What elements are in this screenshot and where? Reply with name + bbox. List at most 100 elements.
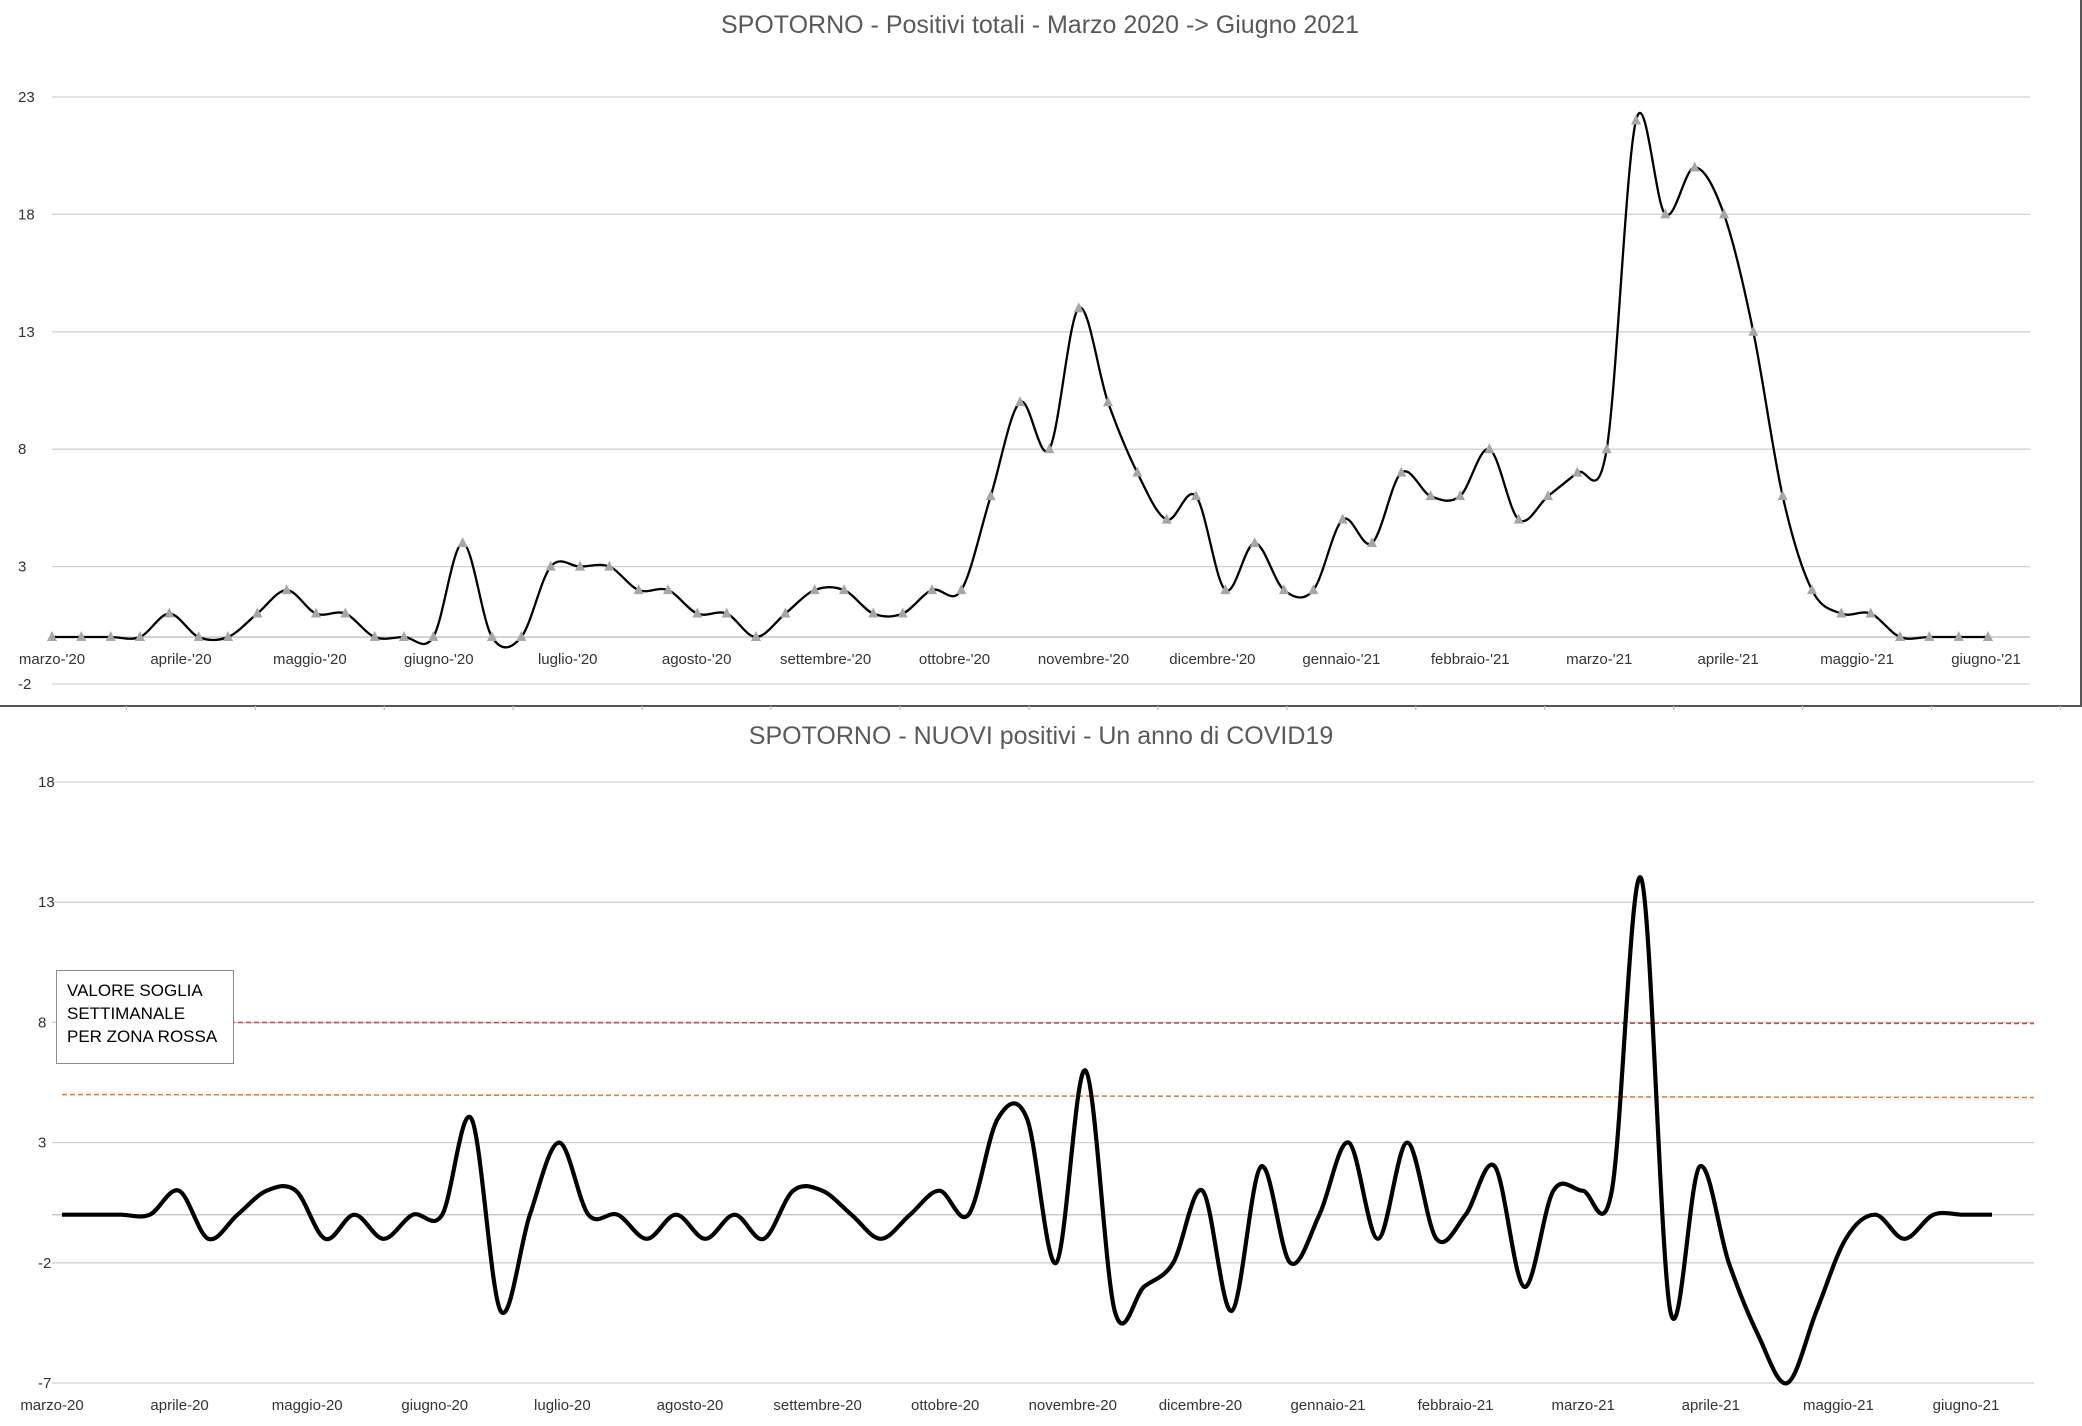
x-tick-label: aprile-'21: [1698, 651, 1759, 668]
data-point-marker: [1748, 325, 1759, 336]
data-point-marker: [399, 631, 409, 642]
y-tick-label: -7: [38, 1375, 51, 1392]
data-point-marker: [809, 584, 820, 595]
data-point-marker: [1015, 396, 1025, 407]
data-point-marker: [193, 631, 204, 642]
x-tick-label: maggio-'21: [1820, 651, 1894, 668]
data-point-marker: [1953, 631, 1964, 642]
gridlines: [52, 781, 2034, 1384]
chart-total-positives: SPOTORNO - Positivi totali - Marzo 2020 …: [18, 11, 2062, 712]
x-tick-label: aprile-21: [1682, 1397, 1740, 1414]
x-tick-label: agosto-'20: [662, 651, 732, 668]
x-tick-label: gennaio-'21: [1302, 651, 1380, 668]
y-tick-label: 13: [38, 894, 55, 911]
data-point-marker: [135, 631, 145, 642]
y-tick-label: -2: [18, 676, 31, 693]
y-tick-label: 18: [38, 774, 55, 791]
x-tick-label: dicembre-20: [1159, 1397, 1242, 1414]
data-point-marker: [281, 584, 292, 595]
data-point-marker: [1895, 631, 1905, 642]
x-tick-label: novembre-'20: [1038, 651, 1129, 668]
x-tick-label: marzo-'20: [19, 651, 85, 668]
data-point-marker: [839, 584, 849, 595]
data-point-marker: [340, 607, 351, 618]
data-point-marker: [105, 631, 116, 642]
data-point-marker: [1425, 490, 1436, 501]
x-tick-label: settembre-20: [773, 1397, 861, 1414]
data-point-marker: [164, 607, 175, 618]
data-point-marker: [428, 631, 439, 642]
data-point-marker: [1924, 631, 1935, 642]
data-point-marker: [1396, 466, 1407, 477]
x-tick-label: ottobre-'20: [919, 651, 990, 668]
data-point-marker: [1513, 513, 1524, 524]
data-point-marker: [927, 584, 937, 595]
x-tick-label: giugno-'20: [404, 651, 474, 668]
data-point-marker: [1719, 208, 1729, 219]
data-point-marker: [1191, 490, 1201, 501]
data-point-marker: [1572, 466, 1583, 477]
gridlines: [52, 96, 2030, 685]
threshold-lines: [61, 1021, 2035, 1099]
data-point-marker: [1631, 114, 1641, 125]
data-point-marker: [1279, 584, 1289, 595]
data-point-marker: [1249, 537, 1260, 548]
chart-panel-total-positives: SPOTORNO - Positivi totali - Marzo 2020 …: [0, 0, 2082, 712]
y-tick-label: 8: [18, 441, 26, 458]
data-point-marker: [1836, 607, 1847, 618]
threshold-annotation-box: VALORE SOGLIA SETTIMANALE PER ZONA ROSSA: [56, 970, 234, 1064]
x-tick-label: luglio-20: [534, 1397, 591, 1414]
data-point-marker: [311, 607, 321, 618]
series-path: [61, 875, 1992, 1386]
data-point-marker: [956, 584, 967, 595]
y-axis-ticks: 23 18 13 8 3 -2: [18, 89, 35, 693]
data-point-marker: [1601, 443, 1612, 454]
data-point-marker: [1777, 490, 1788, 501]
data-point-marker: [1455, 490, 1465, 501]
data-point-marker: [1073, 302, 1084, 313]
data-point-marker: [604, 560, 615, 571]
threshold-annotation-text: VALORE SOGLIA SETTIMANALE PER ZONA ROSSA: [67, 981, 218, 1046]
x-tick-label: settembre-'20: [780, 651, 871, 668]
data-point-marker: [369, 631, 380, 642]
data-point-marker: [516, 631, 527, 642]
series-markers: [47, 114, 1993, 642]
data-point-marker: [663, 584, 673, 595]
data-point-marker: [1865, 607, 1876, 618]
x-axis-ticks: marzo-20 aprile-20 maggio-20 giugno-20 lugli…: [20, 1397, 1999, 1414]
x-tick-label: ottobre-20: [911, 1397, 979, 1414]
threshold-line: [61, 1021, 2035, 1025]
y-tick-label: 3: [18, 559, 26, 576]
x-tick-label: giugno-'21: [1951, 651, 2021, 668]
x-tick-label: giugno-21: [1933, 1397, 2000, 1414]
data-point-marker: [633, 584, 644, 595]
data-point-marker: [1689, 161, 1700, 172]
data-point-marker: [76, 631, 87, 642]
x-tick-label: febbraio-21: [1418, 1397, 1494, 1414]
x-tick-label: aprile-'20: [150, 651, 211, 668]
threshold-line: [61, 1093, 2035, 1099]
data-point-marker: [1660, 208, 1671, 219]
data-point-marker: [545, 560, 556, 571]
data-point-marker: [1983, 631, 1993, 642]
y-tick-label: 18: [18, 206, 35, 223]
data-point-marker: [252, 607, 263, 618]
chart-title: SPOTORNO - NUOVI positivi - Un anno di C…: [749, 722, 1333, 750]
series-line: [61, 875, 1992, 1386]
data-point-marker: [868, 607, 879, 618]
data-point-marker: [1132, 466, 1143, 477]
data-point-marker: [575, 560, 585, 571]
data-point-marker: [1337, 513, 1348, 524]
data-point-marker: [692, 607, 703, 618]
data-point-marker: [1367, 537, 1377, 548]
data-point-marker: [1308, 584, 1319, 595]
data-point-marker: [985, 490, 996, 501]
x-tick-label: aprile-20: [150, 1397, 208, 1414]
y-tick-label: 8: [38, 1014, 46, 1031]
data-point-marker: [47, 631, 57, 642]
x-axis-ticks: marzo-'20 aprile-'20 maggio-'20 giugno-'20 l…: [19, 651, 2062, 712]
x-tick-label: agosto-20: [657, 1397, 724, 1414]
data-point-marker: [223, 631, 233, 642]
data-point-marker: [721, 607, 732, 618]
data-point-marker: [780, 607, 791, 618]
